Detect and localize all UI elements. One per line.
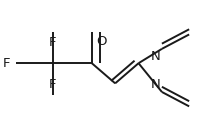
Text: O: O [97, 35, 107, 48]
Text: N: N [151, 78, 161, 91]
Text: F: F [49, 78, 57, 90]
Text: F: F [49, 36, 57, 49]
Text: N: N [151, 50, 161, 62]
Text: F: F [3, 57, 10, 70]
